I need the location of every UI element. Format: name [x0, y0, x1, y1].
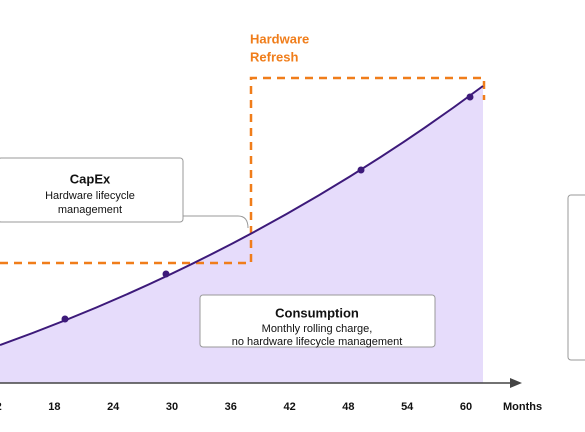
x-tick-label: 54 [401, 401, 414, 413]
x-tick-label: 42 [283, 401, 295, 413]
axis-arrow [510, 378, 522, 388]
x-tick-label: 48 [342, 401, 354, 413]
consumption-box [199, 294, 436, 348]
capex-line: Hardware lifecycle [45, 190, 135, 202]
x-tick-label: 30 [166, 401, 178, 413]
side-box [567, 194, 585, 361]
point [162, 270, 170, 278]
x-tick-label: 12 [0, 401, 2, 413]
x-axis-label: Months [503, 401, 542, 413]
x-tick-label: 36 [225, 401, 237, 413]
capex-line: management [58, 204, 122, 216]
consumption-line: Monthly rolling charge, [262, 323, 373, 335]
point [61, 315, 69, 323]
refresh-outline [0, 76, 486, 265]
curve [0, 85, 484, 346]
x-tick-label: 24 [107, 401, 120, 413]
point [466, 93, 474, 101]
points [61, 93, 474, 323]
consumption-title: Consumption [275, 305, 359, 320]
x-tick-label: 60 [460, 401, 472, 413]
connector [183, 215, 249, 229]
callout-line: Hardware [250, 31, 309, 46]
capex-title: CapEx [70, 171, 111, 186]
x-tick-label: 18 [48, 401, 60, 413]
capex-box [0, 157, 184, 223]
callout-line: Refresh [250, 49, 298, 64]
point [357, 166, 365, 174]
consumption-line: no hardware lifecycle management [232, 336, 403, 348]
